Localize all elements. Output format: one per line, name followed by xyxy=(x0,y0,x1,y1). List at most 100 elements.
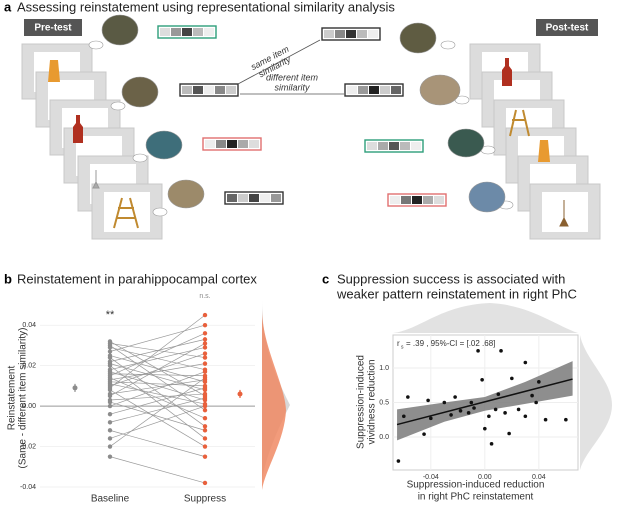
x-tick-label: Baseline xyxy=(91,494,130,505)
point xyxy=(202,351,208,356)
point xyxy=(516,407,521,412)
point xyxy=(472,406,476,410)
panel-title: weaker pattern reinstatement in right Ph… xyxy=(336,286,577,301)
annotation: ** xyxy=(106,309,115,321)
point xyxy=(483,426,487,431)
annotation: n.s. xyxy=(199,293,210,300)
y-tick-label: -0.04 xyxy=(20,484,36,491)
point xyxy=(406,395,410,399)
pair-line xyxy=(109,363,206,381)
point xyxy=(107,403,113,409)
pair-line xyxy=(109,373,206,377)
pair-line xyxy=(109,393,206,401)
point xyxy=(202,312,208,318)
point xyxy=(202,337,208,342)
pair-line xyxy=(109,379,206,395)
y-tick-label: 0.02 xyxy=(22,362,36,369)
pair-line xyxy=(109,347,206,371)
pair-line xyxy=(109,430,206,457)
x-tick-label: 0.00 xyxy=(478,474,492,481)
point xyxy=(564,417,568,422)
point xyxy=(202,391,208,397)
point xyxy=(507,431,511,436)
y-density xyxy=(580,335,612,470)
point xyxy=(466,411,471,415)
point xyxy=(543,417,548,422)
point xyxy=(107,345,113,350)
point xyxy=(202,480,208,486)
point xyxy=(202,436,208,441)
different-item-text: different item xyxy=(266,72,319,82)
point xyxy=(496,392,501,397)
pre-test-tag: Pre-test xyxy=(24,19,82,36)
point xyxy=(422,432,426,436)
same-item-line xyxy=(237,39,321,85)
panel-label: c xyxy=(322,271,329,286)
x-label: Suppression-induced reduction xyxy=(407,480,545,491)
pair-line xyxy=(109,339,206,362)
point xyxy=(530,393,534,398)
point xyxy=(202,323,208,328)
point xyxy=(402,414,406,419)
point xyxy=(202,355,208,360)
different-item-text: similarity xyxy=(275,82,310,92)
pair-line xyxy=(109,389,206,447)
post-test-label: Post-test xyxy=(546,23,589,34)
point xyxy=(469,400,474,405)
pair-line xyxy=(109,401,206,431)
point xyxy=(458,408,463,413)
pair-line xyxy=(109,343,206,397)
point xyxy=(202,345,208,350)
point xyxy=(202,428,208,433)
y-tick-label: 0.00 xyxy=(22,403,36,410)
confidence-band xyxy=(397,361,573,441)
annotation-symbol: r xyxy=(397,339,400,348)
pair-line xyxy=(109,324,206,352)
point xyxy=(202,395,208,401)
point xyxy=(534,400,538,405)
pair-line xyxy=(109,377,206,447)
point xyxy=(476,349,480,353)
panel-title: Suppression success is associated with xyxy=(337,271,565,286)
point xyxy=(523,360,528,365)
pre-test-label: Pre-test xyxy=(34,23,72,34)
y-axis-label: Suppression-induced vividness reduction xyxy=(356,355,378,449)
y-axis-label: Reinstatement (Same - different item simi… xyxy=(7,328,29,469)
y-label: vividness reduction xyxy=(367,359,378,444)
pattern-bars xyxy=(157,25,447,207)
point xyxy=(107,420,113,425)
y-tick-label: 0.04 xyxy=(22,322,36,329)
pair-line xyxy=(109,365,206,439)
x-label: in right PhC reinstatement xyxy=(418,492,534,503)
y-label: Suppression-induced xyxy=(356,355,367,449)
point xyxy=(202,331,208,336)
point xyxy=(480,377,484,382)
annotation-text: = .39 , 95%-CI = [.02 .68] xyxy=(406,339,495,348)
image-bubbles xyxy=(88,14,514,217)
point xyxy=(489,442,494,446)
pair-line xyxy=(109,371,206,407)
point xyxy=(503,411,507,415)
point xyxy=(107,428,113,433)
point xyxy=(429,416,433,421)
pair-line xyxy=(109,397,206,423)
post-frames xyxy=(469,43,601,240)
suppress-density xyxy=(262,310,286,490)
point xyxy=(202,403,208,409)
panel-title: Reinstatement in parahippocampal cortex xyxy=(17,271,257,286)
point xyxy=(107,411,113,417)
y-tick-label: 0.5 xyxy=(379,399,389,406)
point xyxy=(442,400,447,405)
point xyxy=(202,454,208,459)
y-label: Reinstatement xyxy=(7,366,18,431)
point xyxy=(523,414,528,419)
fit-line xyxy=(396,378,573,426)
point xyxy=(107,363,113,368)
point xyxy=(107,399,113,405)
y-tick-label: 1.0 xyxy=(379,365,389,372)
pair-line xyxy=(109,314,206,389)
point xyxy=(202,407,208,413)
point xyxy=(107,393,113,399)
point xyxy=(487,414,491,419)
